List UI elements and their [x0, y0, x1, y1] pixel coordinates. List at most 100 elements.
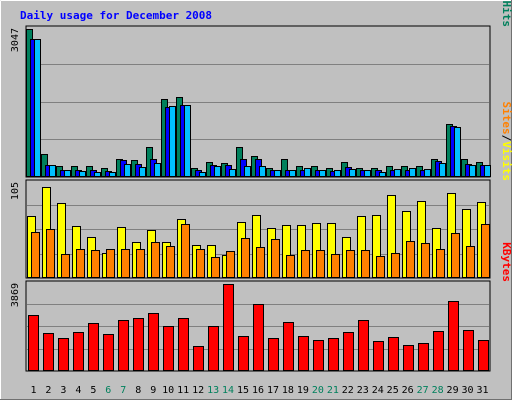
visits-bar-sites — [256, 247, 265, 278]
hits-bar-pages — [289, 170, 296, 177]
kbytes-bar-kbytes — [373, 341, 384, 371]
kbytes-bar-kbytes — [283, 322, 294, 371]
hits-bar-pages — [424, 169, 431, 177]
x-tick-label: 12 — [192, 385, 204, 396]
kbytes-bar-kbytes — [433, 331, 444, 371]
visits-bar-sites — [211, 257, 220, 278]
hits-bar-pages — [454, 127, 461, 177]
visits-legend-part: Visits — [500, 141, 512, 181]
x-tick-label: 19 — [297, 385, 309, 396]
kbytes-bar-kbytes — [478, 340, 489, 371]
visits-bar-sites — [376, 256, 385, 278]
hits-bar-pages — [184, 105, 191, 177]
chart-title: Daily usage for December 2008 — [20, 9, 212, 22]
hits-plot-frame — [25, 25, 491, 178]
x-tick-label: 17 — [267, 385, 279, 396]
hits-bar-pages — [439, 163, 446, 177]
x-tick-label: 14 — [222, 385, 234, 396]
kbytes-bar-kbytes — [268, 338, 279, 371]
visits-bar-sites — [451, 233, 460, 278]
kbytes-bar-kbytes — [103, 334, 114, 371]
kbytes-max-label: 3869 — [10, 283, 21, 307]
visits-bar-sites — [391, 253, 400, 278]
visits-bar-sites — [271, 239, 280, 278]
kbytes-bar-kbytes — [343, 332, 354, 371]
x-tick-label: 29 — [447, 385, 459, 396]
kbytes-bar-kbytes — [358, 320, 369, 371]
x-tick-label: 2 — [45, 385, 51, 396]
visits-bar-sites — [46, 229, 55, 278]
kbytes-bar-kbytes — [328, 338, 339, 371]
kbytes-bar-kbytes — [58, 338, 69, 371]
kbytes-bar-kbytes — [298, 336, 309, 371]
kbytes-bar-kbytes — [43, 333, 54, 371]
visits-bar-sites — [121, 249, 130, 278]
kbytes-bar-kbytes — [28, 315, 39, 371]
kbytes-bar-kbytes — [313, 340, 324, 371]
visits-panel: 105 Sites/Visits — [10, 102, 512, 279]
hits-bar-pages — [259, 166, 266, 177]
x-tick-label: 9 — [150, 385, 156, 396]
kbytes-bar-kbytes — [253, 304, 264, 371]
hits-legend: Pages/Files/Hits — [500, 0, 512, 27]
hits-bar-pages — [304, 168, 311, 177]
visits-bar-sites — [286, 255, 295, 278]
kbytes-bar-kbytes — [133, 318, 144, 371]
hits-bar-pages — [394, 169, 401, 177]
x-tick-label: 18 — [282, 385, 294, 396]
kbytes-bar-kbytes — [448, 301, 459, 371]
hits-bar-pages — [349, 169, 356, 177]
x-tick-label: 7 — [120, 385, 126, 396]
x-tick-label: 22 — [342, 385, 354, 396]
visits-bar-sites — [436, 249, 445, 278]
x-tick-label: 31 — [476, 385, 488, 396]
x-tick-label: 5 — [90, 385, 96, 396]
hits-panel: 3047 Pages/Files/Hits — [10, 0, 512, 178]
visits-bar-sites — [406, 241, 415, 278]
kbytes-bar-kbytes — [178, 318, 189, 371]
x-tick-label: 20 — [312, 385, 324, 396]
x-tick-label: 11 — [177, 385, 189, 396]
visits-bar-sites — [226, 251, 235, 278]
kbytes-bar-kbytes — [238, 336, 249, 371]
hits-bar-hits — [281, 159, 288, 177]
x-tick-label: 21 — [327, 385, 339, 396]
hits-bar-pages — [364, 170, 371, 177]
visits-legend: Sites/Visits — [500, 102, 512, 182]
kbytes-bar-kbytes — [223, 284, 234, 371]
kbytes-legend: KBytes — [500, 242, 512, 282]
visits-bar-sites — [331, 254, 340, 278]
visits-bar-sites — [136, 249, 145, 278]
visits-bar-sites — [61, 254, 70, 278]
visits-bar-sites — [166, 246, 175, 278]
kbytes-bar-kbytes — [418, 343, 429, 371]
hits-legend-part: / — [500, 0, 512, 1]
x-tick-label: 15 — [237, 385, 249, 396]
visits-bar-sites — [151, 242, 160, 278]
x-tick-label: 28 — [432, 385, 444, 396]
kbytes-bar-kbytes — [163, 326, 174, 371]
hits-bar-pages — [334, 170, 341, 177]
visits-bar-sites — [181, 224, 190, 278]
hits-bar-pages — [409, 168, 416, 177]
kbytes-bar-kbytes — [208, 326, 219, 371]
kbytes-bar-kbytes — [73, 332, 84, 371]
x-tick-label: 30 — [462, 385, 474, 396]
kbytes-bar-kbytes — [193, 346, 204, 371]
visits-bar-sites — [361, 250, 370, 278]
x-tick-label: 26 — [402, 385, 414, 396]
kbytes-bar-kbytes — [388, 337, 399, 371]
hits-bar-pages — [319, 170, 326, 177]
x-tick-label: 6 — [105, 385, 111, 396]
x-tick-label: 24 — [372, 385, 384, 396]
x-tick-label: 8 — [135, 385, 141, 396]
x-tick-label: 10 — [162, 385, 174, 396]
hits-bar-pages — [379, 172, 386, 177]
hits-bar-pages — [229, 169, 236, 177]
visits-bar-sites — [301, 250, 310, 278]
hits-bar-pages — [34, 39, 41, 177]
hits-bar-pages — [79, 171, 86, 177]
x-tick-label: 16 — [252, 385, 264, 396]
visits-bar-sites — [346, 250, 355, 278]
